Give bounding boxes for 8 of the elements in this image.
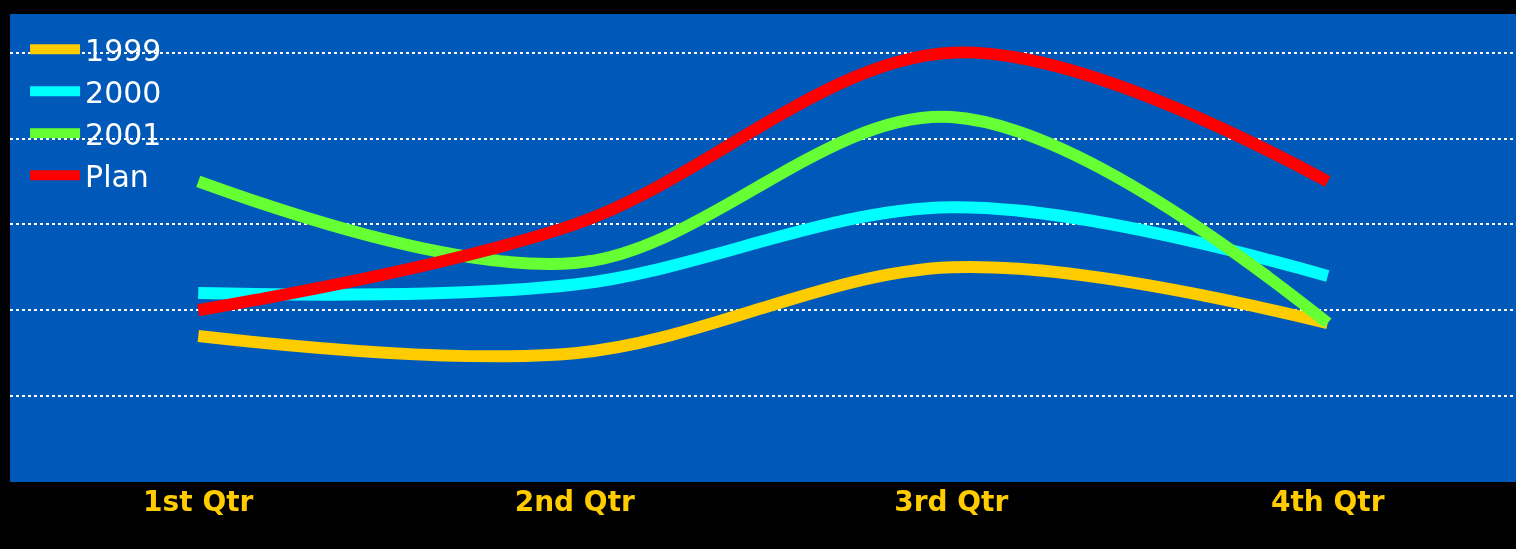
x-tick-label: 3rd Qtr <box>894 485 1009 518</box>
x-tick-label: 4th Qtr <box>1270 485 1385 518</box>
x-tick-label: 2nd Qtr <box>514 485 636 518</box>
x-tick-label: 1st Qtr <box>143 485 254 518</box>
legend-label: 2001 <box>85 117 162 153</box>
legend-label: 1999 <box>85 33 162 69</box>
legend-label: Plan <box>85 159 149 195</box>
legend-label: 2000 <box>85 75 162 111</box>
